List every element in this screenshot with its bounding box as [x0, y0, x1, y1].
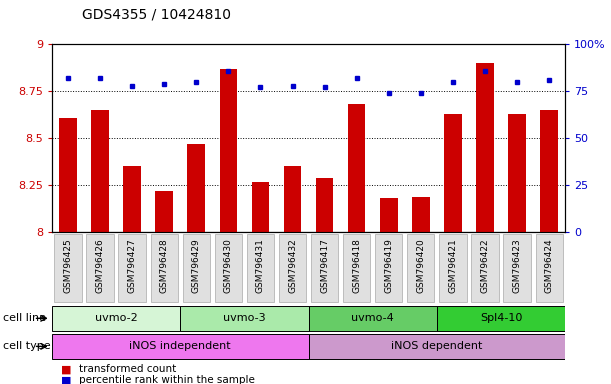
Bar — [476, 63, 494, 232]
FancyBboxPatch shape — [311, 234, 338, 302]
FancyBboxPatch shape — [180, 306, 309, 331]
FancyBboxPatch shape — [503, 234, 531, 302]
FancyBboxPatch shape — [150, 234, 178, 302]
Text: Spl4-10: Spl4-10 — [480, 313, 522, 323]
Text: GSM796427: GSM796427 — [128, 238, 137, 293]
Bar — [540, 110, 558, 232]
Bar — [316, 178, 334, 232]
Text: GSM796419: GSM796419 — [384, 238, 393, 293]
FancyBboxPatch shape — [183, 234, 210, 302]
Text: GSM796421: GSM796421 — [448, 238, 458, 293]
FancyBboxPatch shape — [439, 234, 467, 302]
FancyBboxPatch shape — [407, 234, 434, 302]
Text: GSM796429: GSM796429 — [192, 238, 201, 293]
Text: cell line: cell line — [3, 313, 46, 323]
Text: GSM796426: GSM796426 — [95, 238, 104, 293]
FancyBboxPatch shape — [52, 334, 309, 359]
FancyBboxPatch shape — [247, 234, 274, 302]
Bar — [380, 199, 398, 232]
Bar — [412, 197, 430, 232]
FancyBboxPatch shape — [471, 234, 499, 302]
FancyBboxPatch shape — [343, 234, 370, 302]
Text: cell type: cell type — [3, 341, 51, 351]
Text: ■: ■ — [61, 364, 71, 374]
Bar — [284, 167, 301, 232]
Text: GSM796420: GSM796420 — [416, 238, 425, 293]
Text: iNOS independent: iNOS independent — [130, 341, 231, 351]
Text: ■: ■ — [61, 375, 71, 384]
Bar — [348, 104, 365, 232]
Text: GSM796428: GSM796428 — [159, 238, 169, 293]
Bar — [219, 69, 237, 232]
Text: GSM796432: GSM796432 — [288, 238, 297, 293]
Text: GSM796422: GSM796422 — [480, 238, 489, 293]
Text: uvmo-4: uvmo-4 — [351, 313, 394, 323]
Text: percentile rank within the sample: percentile rank within the sample — [79, 375, 255, 384]
FancyBboxPatch shape — [375, 234, 403, 302]
Bar — [188, 144, 205, 232]
Bar — [508, 114, 526, 232]
Bar — [123, 167, 141, 232]
Text: uvmo-2: uvmo-2 — [95, 313, 137, 323]
FancyBboxPatch shape — [119, 234, 146, 302]
Text: transformed count: transformed count — [79, 364, 177, 374]
Bar — [91, 110, 109, 232]
FancyBboxPatch shape — [52, 306, 180, 331]
FancyBboxPatch shape — [309, 334, 565, 359]
Text: GSM796430: GSM796430 — [224, 238, 233, 293]
Bar — [252, 182, 269, 232]
FancyBboxPatch shape — [214, 234, 242, 302]
Text: GDS4355 / 10424810: GDS4355 / 10424810 — [82, 7, 232, 21]
FancyBboxPatch shape — [86, 234, 114, 302]
Text: GSM796425: GSM796425 — [64, 238, 73, 293]
FancyBboxPatch shape — [54, 234, 82, 302]
Text: GSM796423: GSM796423 — [513, 238, 522, 293]
Text: iNOS dependent: iNOS dependent — [391, 341, 483, 351]
Bar — [59, 118, 77, 232]
Text: GSM796418: GSM796418 — [352, 238, 361, 293]
FancyBboxPatch shape — [535, 234, 563, 302]
Text: GSM796431: GSM796431 — [256, 238, 265, 293]
FancyBboxPatch shape — [437, 306, 565, 331]
Text: uvmo-3: uvmo-3 — [223, 313, 266, 323]
Text: GSM796424: GSM796424 — [544, 238, 554, 293]
FancyBboxPatch shape — [279, 234, 306, 302]
FancyBboxPatch shape — [309, 306, 437, 331]
Bar — [444, 114, 462, 232]
Text: GSM796417: GSM796417 — [320, 238, 329, 293]
Bar — [155, 191, 173, 232]
